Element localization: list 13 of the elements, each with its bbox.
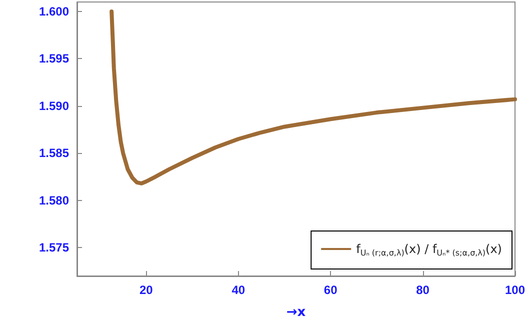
x-tick-label: 80	[416, 283, 430, 297]
y-tick-label: 1.600	[38, 4, 70, 18]
y-tick-label: 1.585	[38, 146, 70, 160]
x-tick-label: 20	[139, 283, 154, 297]
x-tick-label: 100	[504, 283, 526, 297]
y-tick-label: 1.590	[38, 98, 70, 113]
x-tick-label: 60	[324, 283, 338, 297]
y-tick-label: 1.575	[38, 240, 70, 255]
line-series	[110, 9, 517, 186]
x-axis-title: →x	[286, 305, 306, 320]
y-tick-label: 1.595	[38, 52, 70, 66]
x-tick-label: 40	[232, 283, 246, 297]
y-tick-label: 1.580	[38, 193, 70, 208]
